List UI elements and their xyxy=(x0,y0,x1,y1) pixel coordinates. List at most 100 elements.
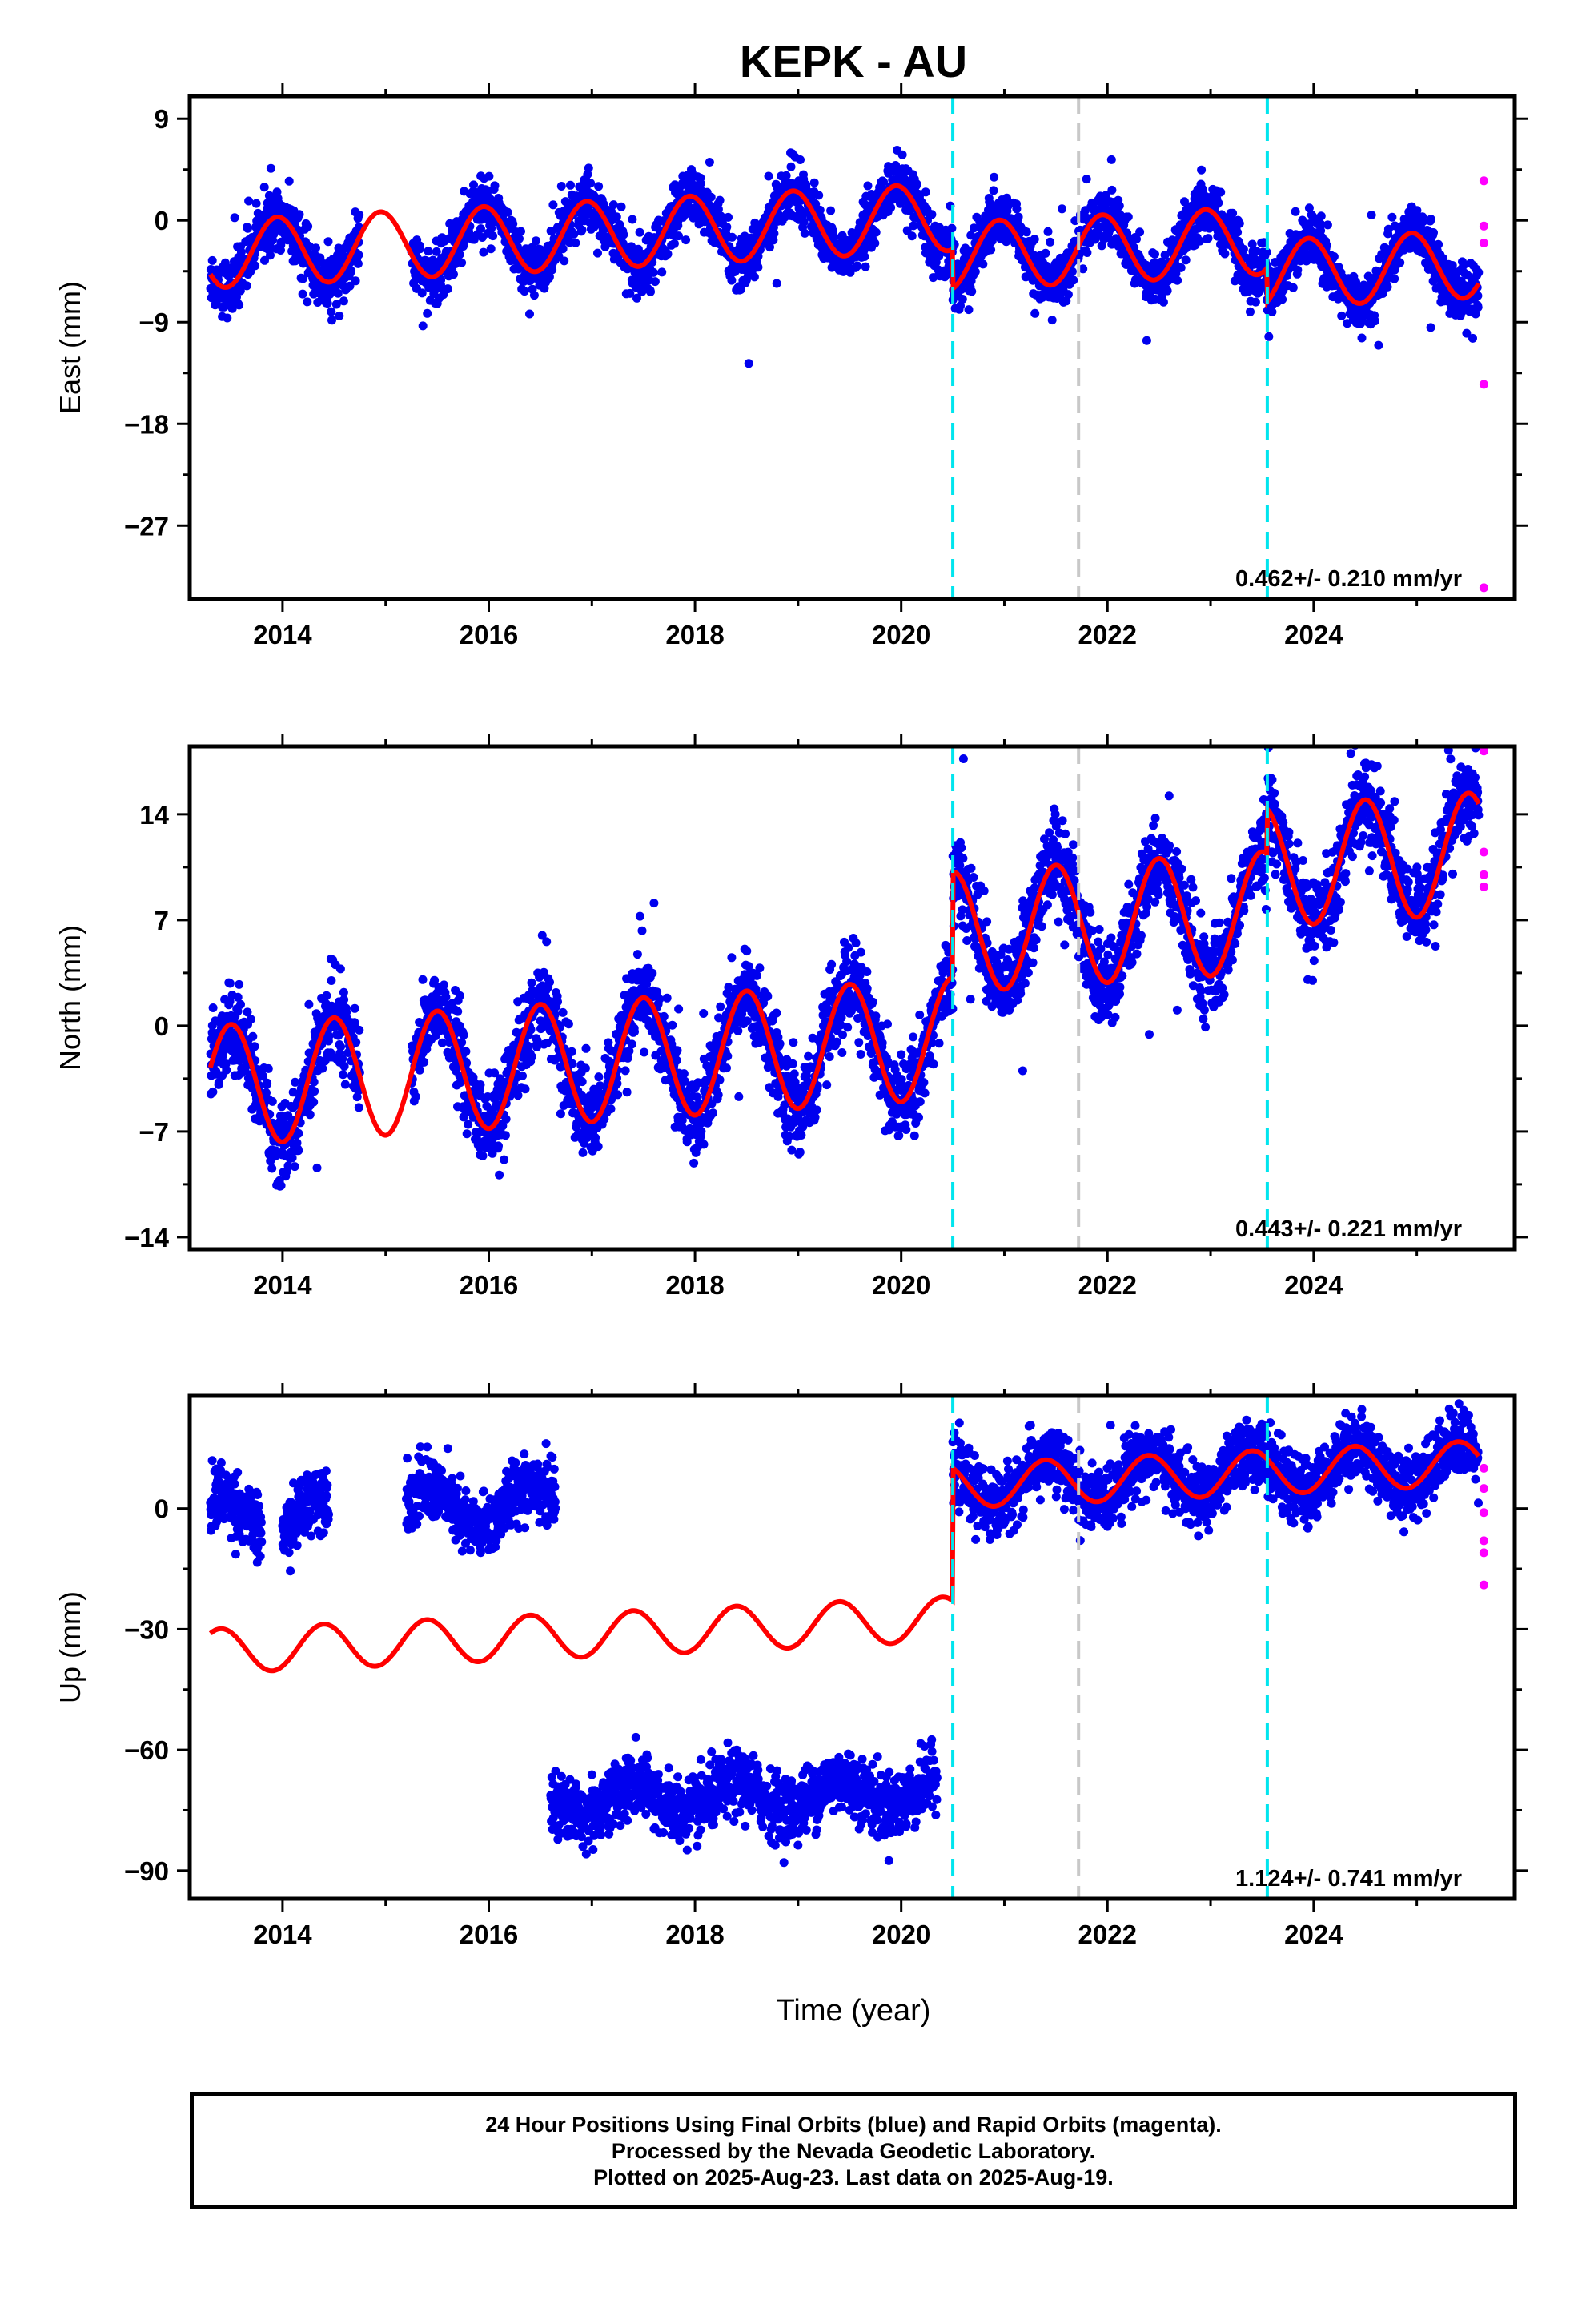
data-point xyxy=(294,1128,303,1138)
data-point xyxy=(796,155,805,164)
data-point xyxy=(567,1047,576,1056)
y-tick-label: −18 xyxy=(124,409,169,439)
data-point xyxy=(769,235,778,245)
data-point xyxy=(722,222,732,231)
data-point xyxy=(769,229,779,239)
data-point xyxy=(1288,283,1298,292)
data-point xyxy=(1367,211,1376,219)
data-point xyxy=(799,217,809,227)
data-point xyxy=(525,309,534,319)
data-point xyxy=(1395,258,1405,267)
data-point xyxy=(616,202,626,211)
data-point xyxy=(577,225,587,235)
data-point xyxy=(957,284,966,294)
data-point xyxy=(532,236,540,246)
data-point xyxy=(912,179,921,189)
data-point xyxy=(528,1052,536,1062)
data-point xyxy=(305,1110,315,1120)
y-tick-label: −27 xyxy=(124,511,169,541)
data-point xyxy=(571,238,580,247)
data-point xyxy=(476,1080,485,1089)
data-point xyxy=(266,163,275,173)
rapid-point xyxy=(1479,221,1488,231)
data-point xyxy=(225,979,235,988)
data-point xyxy=(236,999,245,1009)
data-point xyxy=(970,267,980,276)
data-point xyxy=(861,262,870,271)
data-point xyxy=(772,279,781,288)
data-point xyxy=(1474,267,1484,277)
data-point xyxy=(1114,201,1124,211)
data-point xyxy=(208,1003,218,1012)
data-point xyxy=(1251,297,1260,307)
data-point xyxy=(786,162,796,171)
data-point xyxy=(503,207,512,217)
data-point xyxy=(800,228,809,238)
data-point xyxy=(323,299,332,308)
data-point xyxy=(251,199,261,208)
data-point xyxy=(335,964,345,974)
data-point xyxy=(909,221,918,231)
data-point xyxy=(1228,208,1238,218)
data-point xyxy=(947,223,957,233)
data-point xyxy=(1426,323,1435,332)
data-point xyxy=(648,267,658,277)
data-point xyxy=(469,180,478,190)
data-point xyxy=(657,267,667,277)
data-point xyxy=(327,976,336,985)
data-point xyxy=(635,227,644,237)
data-point xyxy=(727,275,737,285)
data-point xyxy=(811,199,821,209)
data-point xyxy=(608,200,618,210)
data-point xyxy=(411,1092,420,1101)
data-point xyxy=(1063,290,1073,300)
data-point xyxy=(1197,165,1207,175)
x-tick-label: 2020 xyxy=(872,620,930,649)
data-point xyxy=(650,277,660,287)
data-point xyxy=(553,997,562,1007)
data-point xyxy=(713,204,723,214)
data-point xyxy=(1293,265,1303,275)
data-point xyxy=(1047,316,1057,325)
data-point xyxy=(612,212,621,222)
data-point xyxy=(1176,263,1186,272)
data-point xyxy=(1235,219,1244,228)
data-point xyxy=(248,1031,258,1041)
data-point xyxy=(1123,212,1133,222)
data-point xyxy=(324,1031,334,1041)
data-point xyxy=(853,261,862,271)
data-point xyxy=(569,229,579,239)
data-point xyxy=(418,975,428,984)
data-point xyxy=(663,249,673,259)
data-point xyxy=(753,263,763,272)
data-point xyxy=(558,1007,568,1017)
data-point xyxy=(560,256,569,266)
data-point xyxy=(312,1163,322,1172)
data-point xyxy=(1106,155,1116,164)
data-point xyxy=(744,359,753,368)
data-point xyxy=(208,1087,218,1096)
data-point xyxy=(941,268,950,278)
data-point xyxy=(298,289,307,299)
data-point xyxy=(436,275,446,285)
data-point xyxy=(1390,274,1399,283)
data-point xyxy=(1041,248,1050,258)
data-point xyxy=(724,212,733,222)
data-point xyxy=(500,1131,510,1140)
data-point xyxy=(432,247,441,256)
data-point xyxy=(1022,227,1031,237)
data-point xyxy=(259,183,269,192)
data-point xyxy=(416,244,425,254)
data-point xyxy=(860,252,869,261)
data-point xyxy=(527,978,536,987)
data-point xyxy=(927,210,937,219)
x-tick-label: 2014 xyxy=(253,620,312,649)
data-point xyxy=(1267,307,1277,316)
data-point xyxy=(501,1114,511,1124)
data-point xyxy=(1337,311,1347,320)
data-point xyxy=(1012,204,1022,214)
data-point xyxy=(295,210,304,219)
data-point xyxy=(826,206,836,215)
data-point xyxy=(340,1080,350,1089)
